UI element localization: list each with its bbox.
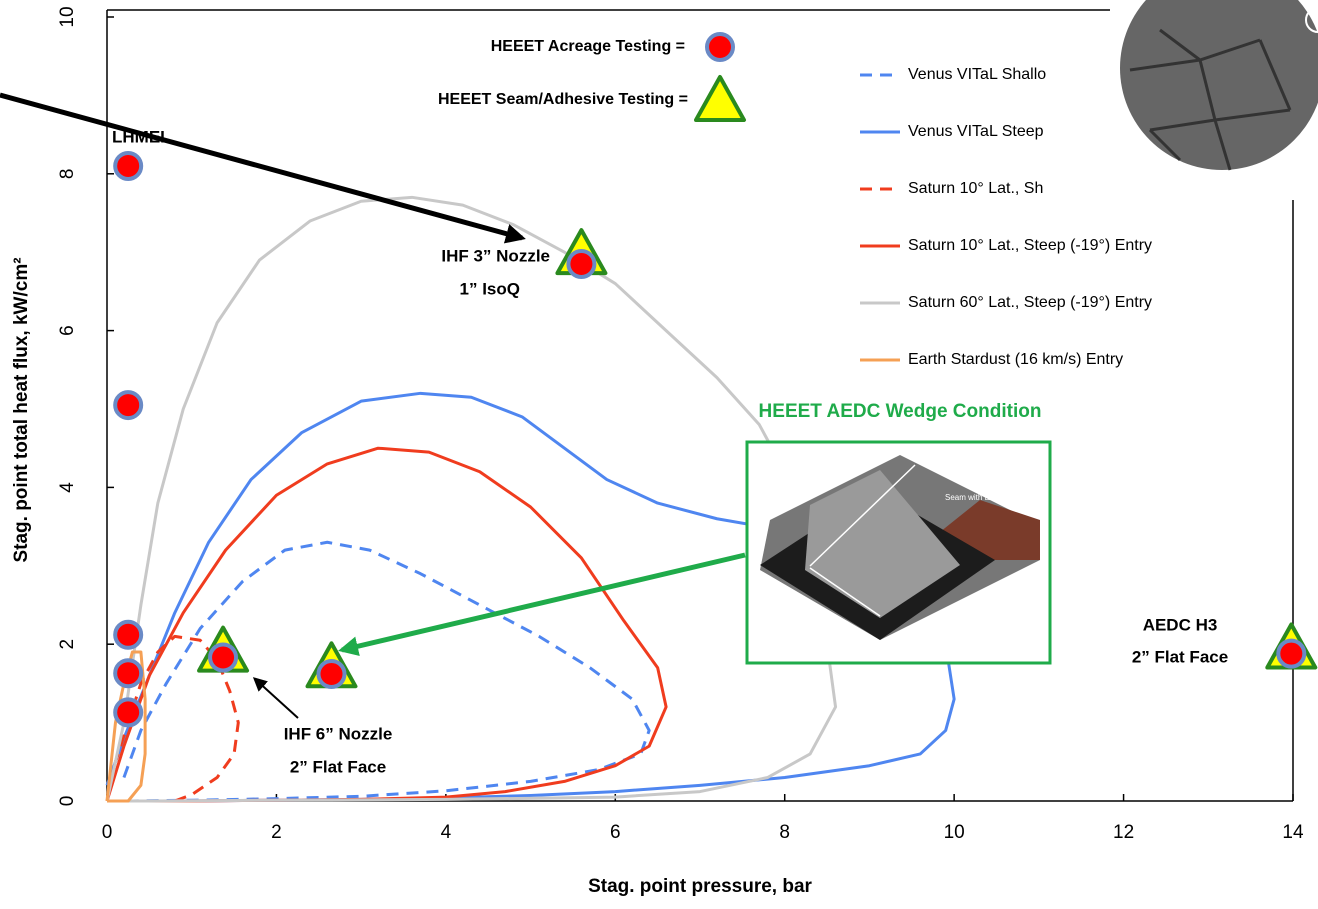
circle-marker — [115, 699, 141, 725]
series-line — [107, 448, 666, 801]
annotation: IHF 3” Nozzle — [441, 246, 550, 265]
inset-text: Seam with ESH — [945, 493, 1001, 502]
legend-label: Earth Stardust (16 km/s) Entry — [908, 351, 1123, 368]
aeroshell — [1120, 0, 1318, 170]
arrow — [342, 555, 745, 650]
annotation: 2” Flat Face — [290, 757, 386, 776]
x-tick-label: 8 — [779, 822, 790, 843]
circle-marker — [115, 622, 141, 648]
y-tick-label: 6 — [57, 325, 78, 336]
x-tick-label: 12 — [1113, 822, 1134, 843]
chart: 024681012140246810 Venus VITaL ShalloVen… — [0, 0, 1318, 909]
y-axis-title: Stag. point total heat flux, kW/cm² — [11, 257, 32, 562]
x-tick-label: 14 — [1282, 822, 1304, 843]
inset-image: Seam with ESH — [747, 442, 1050, 663]
x-axis-title: Stag. point pressure, bar — [588, 876, 812, 897]
axes: 0 2 4 6 8 10 12 14 0 2 4 6 8 10 — [57, 6, 1304, 843]
circle-marker — [318, 661, 344, 687]
legend: Venus VITaL Shallo Venus VITaL Steep Satur… — [438, 34, 1152, 368]
circle-marker — [115, 660, 141, 686]
circle-marker — [210, 645, 236, 671]
circle-marker — [115, 153, 141, 179]
legend-swatch — [707, 34, 733, 60]
x-tick-label: 6 — [610, 822, 621, 843]
annotation: HEEET AEDC Wedge Condition — [759, 401, 1042, 422]
page: {"chart_data": { "type": "line", "x_labe… — [0, 0, 1318, 909]
x-tick-label: 4 — [441, 822, 452, 843]
annotation: IHF 6” Nozzle — [284, 724, 393, 743]
legend-label: Venus VITaL Shallo — [908, 66, 1046, 83]
legend-swatch — [696, 77, 744, 120]
arrow — [255, 679, 298, 718]
annotation: LHMEL — [112, 127, 171, 146]
aeroshell-image — [1120, 0, 1318, 170]
y-tick-label: 8 — [57, 169, 78, 180]
y-tick-label: 4 — [57, 482, 78, 493]
x-tick-label: 10 — [944, 822, 965, 843]
legend-label: Venus VITaL Steep — [908, 123, 1044, 140]
x-tick-label: 0 — [102, 822, 113, 843]
annotation: AEDC H3 — [1143, 615, 1218, 634]
legend-label: HEEET Acreage Testing = — [491, 38, 685, 55]
y-tick-label: 10 — [57, 6, 78, 27]
y-tick-label: 0 — [57, 796, 78, 807]
legend-label: Saturn 10° Lat., Steep (-19°) Entry — [908, 237, 1152, 254]
annotation: 1” IsoQ — [460, 279, 520, 298]
circle-marker — [115, 392, 141, 418]
circle-marker — [568, 251, 594, 277]
legend-label: Saturn 10° Lat., Sh — [908, 180, 1043, 197]
annotation: 2” Flat Face — [1132, 647, 1228, 666]
circle-marker — [1278, 641, 1304, 667]
legend-label: Saturn 60° Lat., Steep (-19°) Entry — [908, 294, 1152, 311]
x-tick-label: 2 — [271, 822, 282, 843]
y-tick-label: 2 — [57, 639, 78, 650]
legend-label: HEEET Seam/Adhesive Testing = — [438, 91, 688, 108]
arrow — [0, 95, 522, 238]
